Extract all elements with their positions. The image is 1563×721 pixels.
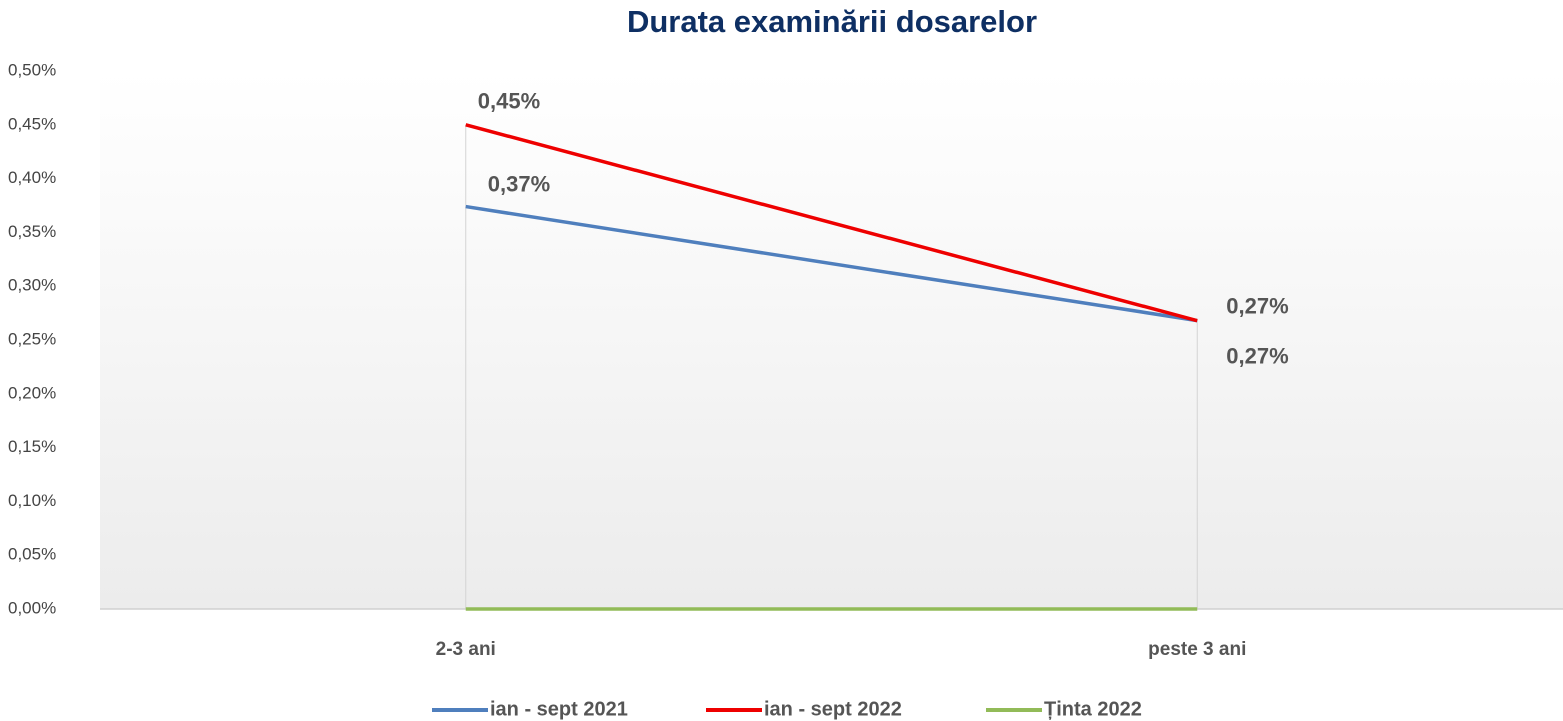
y-tick-label: 0,15% (8, 437, 56, 456)
y-tick-label: 0,45% (8, 114, 56, 133)
y-tick-label: 0,35% (8, 222, 56, 241)
y-tick-label: 0,20% (8, 383, 56, 402)
data-label: 0,45% (478, 89, 540, 114)
series-line (465, 204, 1198, 323)
series-line (465, 123, 1198, 323)
data-label: 0,27% (1226, 343, 1288, 368)
chart-title: Durata examinării dosarelor (627, 4, 1037, 39)
y-tick-label: 0,05% (8, 545, 56, 564)
legend-label: Ținta 2022 (1044, 698, 1142, 720)
x-tick-label: 2-3 ani (436, 639, 496, 660)
y-tick-label: 0,10% (8, 491, 56, 510)
data-label: 0,37% (488, 171, 550, 196)
plot-background (100, 71, 1563, 609)
y-tick-label: 0,25% (8, 329, 56, 348)
y-tick-label: 0,00% (8, 598, 56, 617)
y-tick-label: 0,30% (8, 276, 56, 295)
legend-label: ian - sept 2021 (490, 698, 628, 720)
y-tick-label: 0,40% (8, 168, 56, 187)
data-label: 0,27% (1226, 293, 1288, 318)
y-tick-label: 0,50% (8, 60, 56, 79)
legend-label: ian - sept 2022 (764, 698, 902, 720)
x-tick-label: peste 3 ani (1148, 639, 1246, 660)
